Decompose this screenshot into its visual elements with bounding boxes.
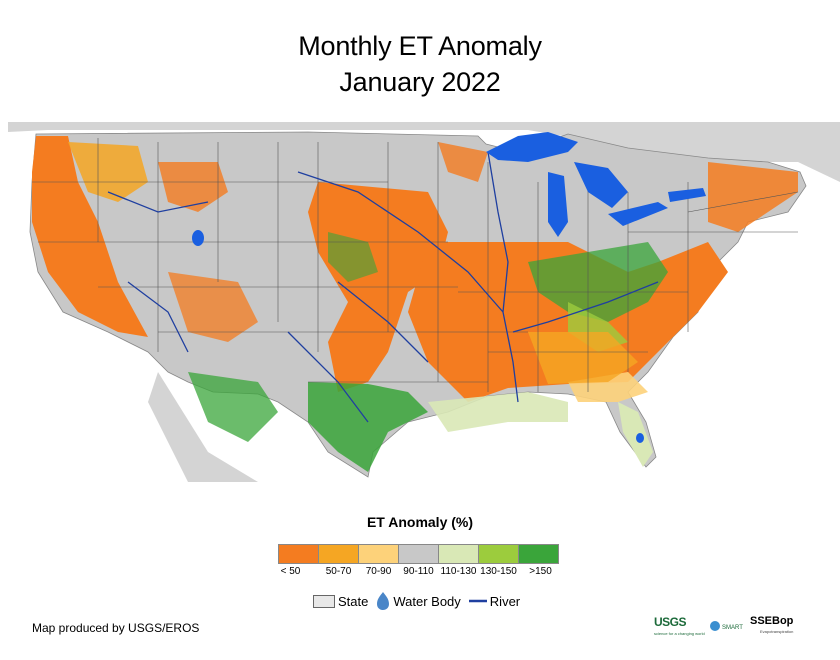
swatch-130-150 bbox=[478, 544, 519, 564]
legend-tick-labels: < 50 50-70 70-90 90-110 110-130 130-150 … bbox=[278, 566, 565, 580]
rivers bbox=[107, 151, 659, 423]
patch-ohio-valley-green bbox=[528, 242, 668, 322]
water-label: Water Body bbox=[393, 593, 461, 609]
lake-michigan bbox=[548, 172, 568, 237]
swatch-90-110 bbox=[398, 544, 439, 564]
water-body-icon bbox=[377, 592, 390, 610]
legend-swatches bbox=[278, 544, 559, 564]
ref-water: Water Body bbox=[376, 591, 461, 611]
state-swatch-icon bbox=[313, 594, 335, 608]
swatch-50-70 bbox=[318, 544, 359, 564]
swatch-gt150 bbox=[518, 544, 559, 564]
usgs-tagline: science for a changing world bbox=[654, 631, 705, 636]
ssebop-tagline: Evapotranspiration bbox=[760, 629, 794, 634]
ref-river: River bbox=[468, 593, 521, 609]
ref-state: State bbox=[313, 594, 368, 609]
patch-southwest-green bbox=[188, 372, 278, 442]
patch-utah bbox=[168, 272, 258, 342]
patch-idaho bbox=[158, 162, 228, 212]
swatch-lt50 bbox=[278, 544, 319, 564]
state-label: State bbox=[338, 593, 369, 609]
swatch-110-130 bbox=[438, 544, 479, 564]
map-subtitle-date: January 2022 bbox=[339, 67, 501, 97]
water-bodies bbox=[192, 132, 706, 443]
lake-superior bbox=[486, 132, 578, 162]
patch-florida-light bbox=[618, 402, 653, 467]
swatch-70-90 bbox=[358, 544, 399, 564]
mexico-landmass bbox=[148, 372, 258, 482]
patch-southeast-orange bbox=[528, 332, 638, 384]
patch-colorado-green bbox=[328, 232, 378, 282]
tick-label: 130-150 bbox=[480, 566, 517, 577]
patch-northwest bbox=[68, 142, 148, 202]
legend-title: ET Anomaly (%) bbox=[366, 514, 474, 530]
lake-ontario bbox=[668, 188, 706, 202]
credit-text: Map produced by USGS/EROS bbox=[32, 621, 200, 635]
ssebop-logo: SSEBop bbox=[750, 615, 794, 627]
watersmart-logo-icon: SMART bbox=[710, 621, 743, 631]
tick-label: 110-130 bbox=[440, 566, 477, 577]
river-label: River bbox=[489, 593, 521, 609]
usgs-logo: USGS bbox=[654, 615, 687, 629]
patch-gulf-light bbox=[428, 392, 568, 432]
tick-label: < 50 bbox=[280, 566, 301, 577]
state-boundaries bbox=[32, 138, 799, 392]
patch-texas-green bbox=[308, 382, 428, 472]
logo-strip: USGS science for a changing world SMART … bbox=[654, 613, 814, 639]
great-salt-lake bbox=[192, 230, 204, 246]
canada-landmass bbox=[8, 122, 840, 182]
patch-new-england bbox=[708, 162, 798, 232]
tick-label: >150 bbox=[529, 566, 552, 577]
tick-label: 70-90 bbox=[365, 566, 392, 577]
patch-wisconsin bbox=[438, 142, 488, 182]
map-title: Monthly ET Anomaly bbox=[298, 31, 542, 61]
et-anomaly-map bbox=[8, 122, 840, 482]
tick-label: 50-70 bbox=[325, 566, 352, 577]
lake-huron bbox=[574, 162, 628, 208]
lake-erie bbox=[608, 202, 668, 226]
river-line-icon bbox=[468, 599, 487, 603]
reference-legend: State Water Body River bbox=[313, 591, 528, 611]
lake-okeechobee bbox=[636, 433, 644, 443]
tick-label: 90-110 bbox=[403, 566, 434, 577]
svg-text:SMART: SMART bbox=[722, 625, 743, 631]
